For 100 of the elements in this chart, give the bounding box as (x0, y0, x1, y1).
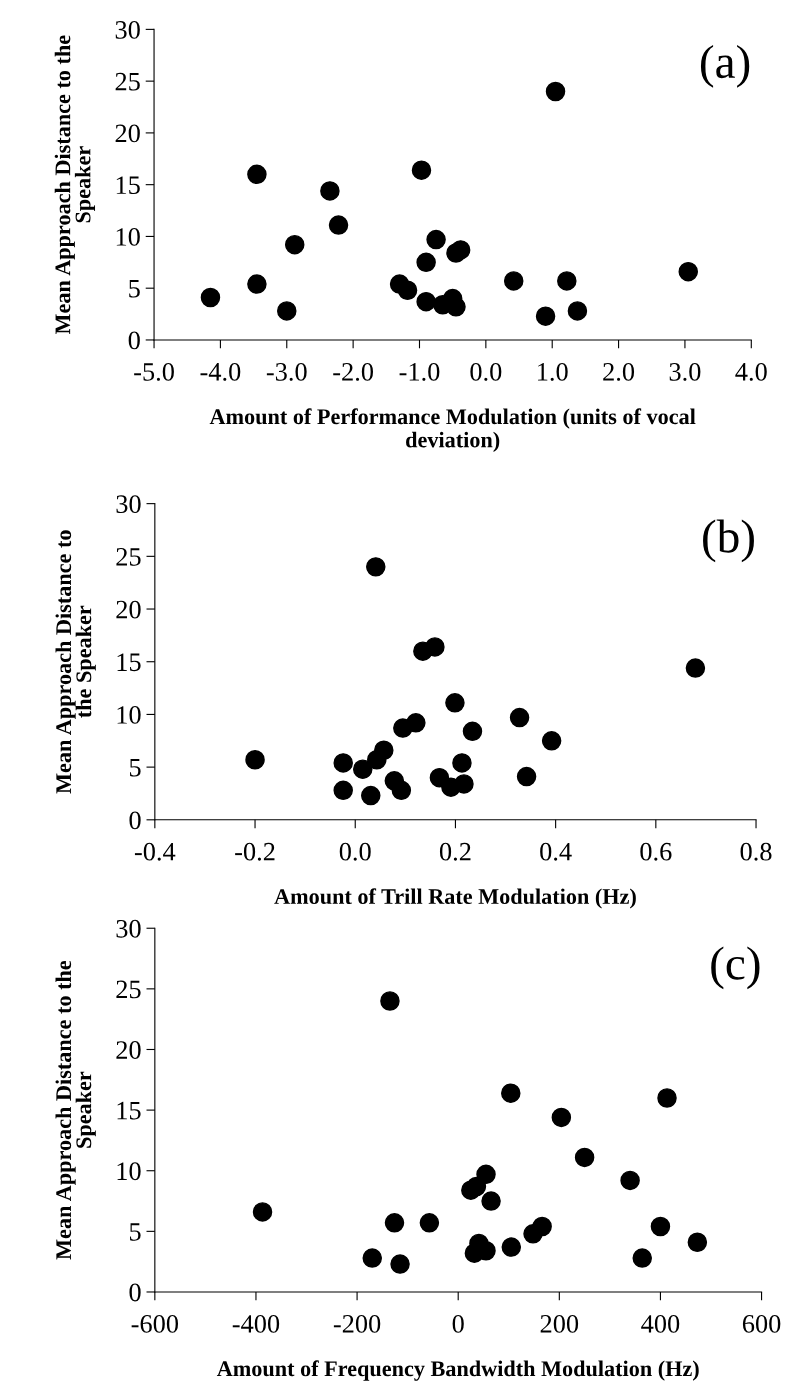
y-tick-label: 10 (117, 706, 141, 724)
y-tick-label: 25 (115, 72, 140, 91)
point (450, 240, 471, 260)
point (476, 1164, 496, 1185)
point (411, 160, 432, 180)
x-tick-label: 0.8 (740, 842, 772, 861)
point (503, 271, 524, 291)
point (535, 306, 556, 326)
x-axis-title: Amount of Frequency Bandwidth Modulation (Hz) (216, 1360, 699, 1381)
x-tick-label: 400 (641, 1314, 680, 1333)
point (657, 1088, 677, 1108)
x-tick-label: 3.0 (669, 362, 701, 381)
y-tick-label: 5 (129, 1223, 141, 1241)
x-tick-label: -200 (333, 1314, 381, 1333)
point (384, 1213, 405, 1233)
point (252, 1202, 273, 1222)
point (320, 181, 340, 201)
x-tick-label: 0.0 (470, 362, 502, 381)
point (501, 1237, 522, 1257)
y-tick-label: 0 (129, 811, 141, 830)
point (541, 731, 562, 751)
y-tick-label: 5 (129, 758, 141, 777)
point (454, 774, 474, 794)
y-tick-label: 25 (116, 548, 141, 566)
x-tick-label: 0.2 (439, 842, 471, 861)
x-tick-label: 1.0 (538, 362, 568, 381)
point (406, 713, 426, 733)
x-tick-label: -3.0 (266, 362, 307, 381)
point (574, 1147, 595, 1168)
point (446, 297, 466, 317)
y-tick-label: 15 (117, 653, 141, 672)
point (632, 1248, 652, 1268)
point (361, 785, 381, 806)
point (685, 658, 706, 678)
annotation: (b) (703, 519, 754, 563)
y-axis-title: Mean Approach Distance to the Speaker (55, 530, 96, 794)
point (200, 287, 221, 308)
x-axis-title: Amount of Performance Modulation (units of vocal deviation) (209, 408, 696, 452)
y-tick-label: 5 (129, 280, 140, 298)
point (419, 1213, 440, 1233)
point (481, 1191, 501, 1211)
point (247, 164, 267, 185)
point (416, 291, 436, 312)
point (650, 1216, 671, 1237)
point (532, 1216, 552, 1237)
point (687, 1232, 708, 1253)
y-tick-label: 20 (116, 1041, 141, 1059)
point (333, 753, 353, 773)
y-axis-title: Mean Approach Distance to the Speaker (54, 35, 96, 335)
point (501, 1083, 521, 1103)
point (366, 557, 386, 577)
point (284, 234, 305, 255)
point (678, 261, 698, 282)
point (462, 721, 483, 742)
x-axis-title: Amount of Trill Rate Modulation (Hz) (274, 888, 636, 909)
point (397, 280, 418, 301)
point (426, 229, 446, 250)
x-tick-label: -1.0 (399, 362, 440, 381)
x-tick-label: 0.6 (640, 842, 672, 861)
point (333, 780, 353, 801)
y-tick-label: 30 (115, 20, 140, 39)
annotation: (a) (700, 44, 750, 88)
y-tick-label: 30 (116, 495, 141, 514)
point (620, 1170, 640, 1191)
x-tick-label: -400 (232, 1314, 280, 1333)
point (452, 753, 472, 773)
point (391, 780, 412, 801)
point (390, 1254, 410, 1274)
annotation: (c) (711, 946, 760, 990)
point (445, 693, 465, 713)
y-tick-label: 15 (116, 176, 140, 195)
x-tick-label: -600 (131, 1314, 179, 1333)
y-tick-label: 10 (117, 1162, 141, 1181)
point (425, 637, 445, 657)
y-tick-label: 15 (117, 1101, 141, 1120)
point (247, 274, 267, 294)
x-tick-label: -0.4 (134, 842, 176, 861)
y-tick-label: 0 (129, 1283, 141, 1302)
point (328, 215, 349, 235)
x-tick-label: 4.0 (735, 362, 767, 381)
point (353, 759, 373, 779)
point (509, 707, 530, 728)
x-tick-label: -0.2 (235, 842, 275, 861)
point (551, 1107, 572, 1128)
point (557, 271, 577, 291)
x-tick-label: 0.4 (540, 842, 572, 861)
x-tick-label: 600 (742, 1314, 781, 1333)
point (380, 991, 400, 1011)
point (277, 301, 297, 321)
x-tick-label: 200 (540, 1314, 579, 1333)
x-tick-label: -2.0 (333, 362, 374, 381)
y-tick-label: 10 (116, 228, 140, 246)
x-tick-label: -5.0 (134, 362, 174, 381)
x-tick-label: 2.0 (603, 362, 635, 381)
y-tick-label: 0 (128, 331, 140, 350)
point (567, 301, 588, 321)
y-tick-label: 25 (116, 980, 141, 999)
x-tick-label: 0.0 (339, 842, 371, 861)
y-tick-label: 20 (115, 124, 140, 143)
point (374, 740, 394, 761)
